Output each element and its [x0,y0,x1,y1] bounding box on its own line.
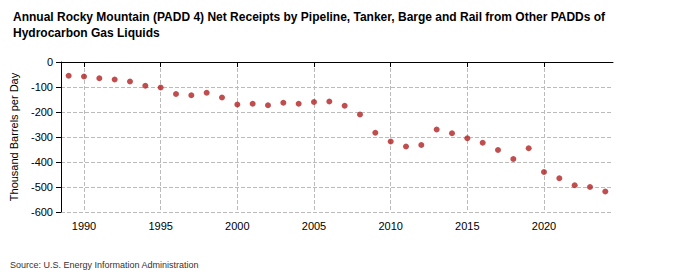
svg-text:-300: -300 [31,131,53,143]
svg-text:1995: 1995 [148,220,172,232]
svg-text:-600: -600 [31,206,53,218]
svg-text:Annual Rocky Mountain (PADD 4): Annual Rocky Mountain (PADD 4) Net Recei… [13,10,608,24]
svg-text:-400: -400 [31,156,53,168]
svg-text:2000: 2000 [225,220,249,232]
svg-text:Hydrocarbon Gas Liquids: Hydrocarbon Gas Liquids [13,26,160,40]
svg-text:1990: 1990 [72,220,96,232]
svg-text:Source: U.S. Energy Informatio: Source: U.S. Energy Information Administ… [10,260,199,270]
svg-text:-200: -200 [31,106,53,118]
svg-text:2005: 2005 [302,220,326,232]
svg-text:0: 0 [47,56,53,68]
svg-text:-500: -500 [31,181,53,193]
svg-text:-100: -100 [31,81,53,93]
svg-text:2010: 2010 [378,220,402,232]
svg-text:Thousand Barrels per Day: Thousand Barrels per Day [8,72,20,201]
svg-text:2020: 2020 [532,220,556,232]
svg-text:2015: 2015 [455,220,479,232]
